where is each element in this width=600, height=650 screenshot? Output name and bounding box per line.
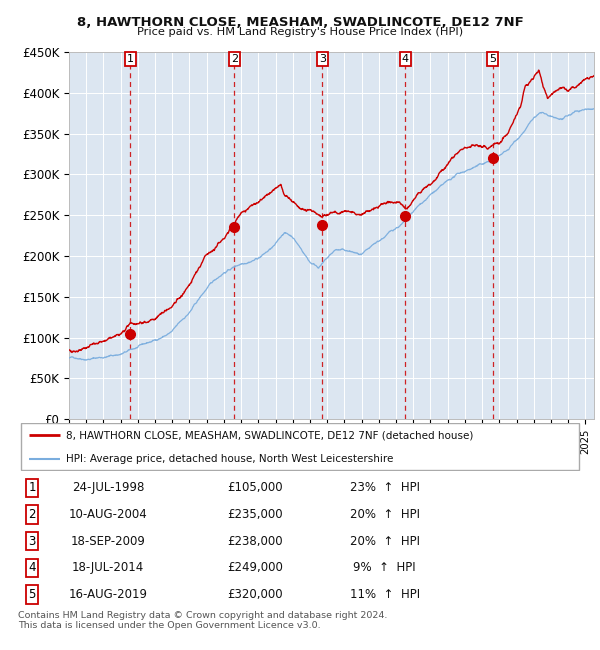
Text: £238,000: £238,000 bbox=[227, 534, 283, 547]
Text: HPI: Average price, detached house, North West Leicestershire: HPI: Average price, detached house, Nort… bbox=[66, 454, 394, 463]
Text: 4: 4 bbox=[28, 562, 36, 575]
Text: 8, HAWTHORN CLOSE, MEASHAM, SWADLINCOTE, DE12 7NF (detached house): 8, HAWTHORN CLOSE, MEASHAM, SWADLINCOTE,… bbox=[66, 430, 473, 440]
Text: 3: 3 bbox=[319, 54, 326, 64]
Text: 3: 3 bbox=[28, 534, 36, 547]
Text: 18-JUL-2014: 18-JUL-2014 bbox=[72, 562, 145, 575]
Text: £320,000: £320,000 bbox=[227, 588, 283, 601]
Text: 24-JUL-1998: 24-JUL-1998 bbox=[72, 481, 145, 494]
Text: £105,000: £105,000 bbox=[227, 481, 283, 494]
Text: Price paid vs. HM Land Registry's House Price Index (HPI): Price paid vs. HM Land Registry's House … bbox=[137, 27, 463, 37]
Text: 23%  ↑  HPI: 23% ↑ HPI bbox=[350, 481, 419, 494]
Text: £249,000: £249,000 bbox=[227, 562, 283, 575]
Text: Contains HM Land Registry data © Crown copyright and database right 2024.
This d: Contains HM Land Registry data © Crown c… bbox=[18, 611, 388, 630]
Text: 2: 2 bbox=[28, 508, 36, 521]
Text: 1: 1 bbox=[127, 54, 134, 64]
Text: 2: 2 bbox=[231, 54, 238, 64]
Text: 9%  ↑  HPI: 9% ↑ HPI bbox=[353, 562, 416, 575]
Text: 1: 1 bbox=[28, 481, 36, 494]
Text: 20%  ↑  HPI: 20% ↑ HPI bbox=[350, 508, 419, 521]
Text: 8, HAWTHORN CLOSE, MEASHAM, SWADLINCOTE, DE12 7NF: 8, HAWTHORN CLOSE, MEASHAM, SWADLINCOTE,… bbox=[77, 16, 523, 29]
Text: 5: 5 bbox=[489, 54, 496, 64]
Text: 10-AUG-2004: 10-AUG-2004 bbox=[69, 508, 148, 521]
Text: 20%  ↑  HPI: 20% ↑ HPI bbox=[350, 534, 419, 547]
Text: 11%  ↑  HPI: 11% ↑ HPI bbox=[350, 588, 419, 601]
Text: 18-SEP-2009: 18-SEP-2009 bbox=[71, 534, 146, 547]
Text: 5: 5 bbox=[28, 588, 36, 601]
FancyBboxPatch shape bbox=[21, 424, 579, 471]
Text: 4: 4 bbox=[402, 54, 409, 64]
Text: £235,000: £235,000 bbox=[227, 508, 283, 521]
Text: 16-AUG-2019: 16-AUG-2019 bbox=[69, 588, 148, 601]
